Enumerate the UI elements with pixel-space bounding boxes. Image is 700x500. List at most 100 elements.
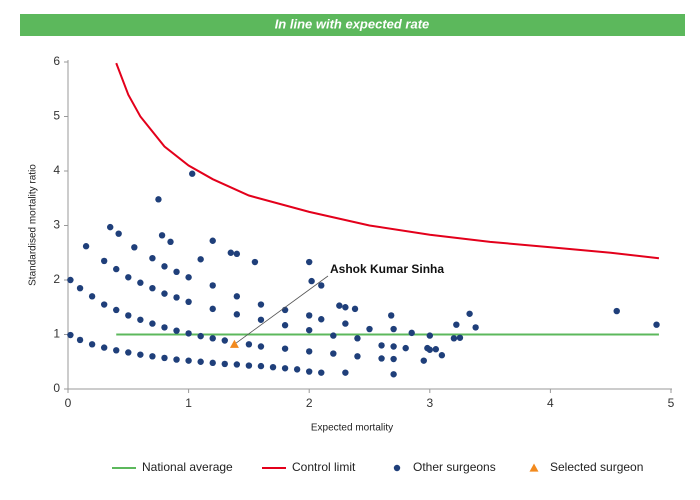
point — [330, 350, 337, 357]
point — [257, 316, 265, 323]
annotation-leader — [234, 275, 329, 345]
point — [221, 337, 228, 344]
point — [390, 343, 397, 350]
point — [438, 352, 446, 359]
x-tick-label: 1 — [185, 396, 192, 410]
point — [318, 316, 325, 323]
point — [318, 282, 325, 289]
point — [306, 348, 313, 355]
point — [233, 293, 241, 300]
selected-point — [229, 339, 239, 348]
x-tick-label: 3 — [426, 396, 433, 410]
point — [424, 344, 431, 352]
x-tick-label: 0 — [65, 396, 72, 410]
point — [366, 325, 373, 333]
point — [233, 311, 241, 318]
point — [67, 331, 74, 339]
x-tick-label: 4 — [547, 396, 554, 410]
point — [281, 345, 289, 352]
point — [342, 304, 349, 311]
point — [67, 276, 74, 284]
point — [113, 347, 120, 354]
point — [88, 341, 96, 348]
x-tick-label: 5 — [668, 396, 675, 410]
point — [233, 361, 241, 368]
point — [269, 364, 277, 371]
point — [318, 369, 325, 376]
point — [293, 366, 301, 373]
point — [149, 320, 156, 327]
point — [209, 282, 216, 289]
point — [173, 327, 180, 334]
point — [197, 332, 204, 340]
point — [281, 322, 289, 329]
point — [158, 232, 166, 239]
point — [306, 312, 313, 319]
point — [161, 354, 168, 362]
y-tick-label: 3 — [53, 218, 60, 232]
point — [161, 263, 168, 270]
point — [351, 305, 359, 313]
point — [173, 356, 180, 363]
point — [257, 343, 265, 350]
x-tick-label: 2 — [306, 396, 313, 410]
legend-label: Control limit — [292, 460, 356, 474]
point — [88, 293, 96, 300]
point — [115, 230, 122, 237]
point — [149, 353, 156, 360]
y-tick-label: 1 — [53, 327, 60, 341]
point — [336, 302, 343, 309]
point — [330, 332, 337, 339]
point — [76, 336, 84, 344]
point — [185, 357, 192, 364]
point — [251, 258, 259, 266]
legend-label: Other surgeons — [413, 460, 496, 474]
annotation: Ashok Kumar Sinha — [330, 262, 444, 276]
point — [306, 258, 313, 266]
point — [173, 294, 180, 301]
point — [100, 344, 108, 351]
point — [82, 243, 90, 250]
banner — [20, 14, 685, 36]
y-tick-label: 4 — [53, 163, 60, 177]
point — [167, 238, 174, 246]
y-tick-label: 5 — [53, 109, 60, 123]
y-tick-label: 6 — [53, 54, 60, 68]
point — [390, 371, 397, 378]
point — [233, 250, 241, 258]
point — [76, 284, 84, 292]
point — [408, 329, 415, 337]
legend-label: Selected surgeon — [550, 460, 643, 474]
legend-label: National average — [142, 460, 233, 474]
point — [137, 279, 144, 286]
point — [306, 368, 313, 375]
point — [653, 321, 660, 328]
point — [472, 324, 479, 331]
point — [221, 360, 228, 368]
point — [209, 359, 216, 367]
point — [613, 307, 620, 315]
point — [308, 277, 315, 285]
point — [137, 351, 144, 358]
point — [185, 274, 192, 281]
point — [257, 362, 265, 370]
point — [173, 268, 180, 276]
y-axis-title: Standardised mortality ratio — [28, 164, 39, 286]
point — [245, 341, 253, 348]
point — [450, 335, 458, 342]
point — [390, 355, 397, 363]
banner-text: In line with expected rate — [275, 16, 430, 31]
point — [125, 312, 132, 319]
x-axis-title: Expected mortality — [311, 423, 393, 434]
point — [388, 312, 395, 319]
point — [189, 170, 196, 177]
point — [402, 344, 409, 352]
point — [342, 320, 349, 327]
point — [420, 357, 427, 364]
point — [354, 335, 361, 342]
point — [155, 196, 162, 203]
point — [161, 290, 168, 297]
point — [209, 237, 216, 244]
point — [185, 298, 192, 305]
